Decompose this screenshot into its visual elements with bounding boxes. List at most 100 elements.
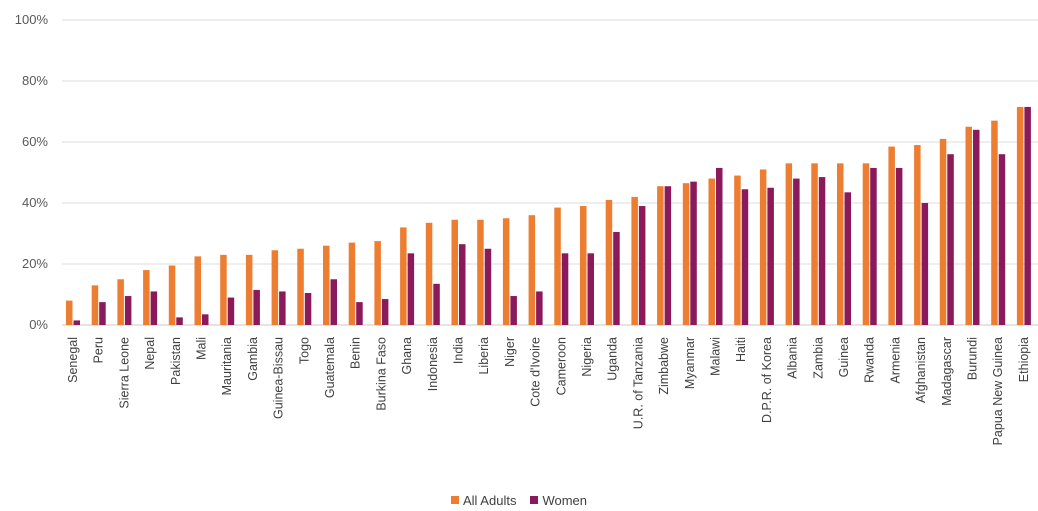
bar-women [767, 187, 774, 325]
bar-women [690, 181, 697, 325]
bar-all-adults [837, 163, 844, 325]
bar-women [407, 253, 415, 325]
legend-label-all-adults: All Adults [462, 492, 517, 508]
bar-women [716, 167, 723, 325]
x-tick-label: Albania [786, 337, 800, 379]
bar-all-adults [914, 145, 921, 325]
legend: All Adults Women [0, 490, 1038, 510]
bar-women [227, 297, 235, 325]
x-axis: Senegal Peru Sierra Leone Nepal Pakistan Mali… [66, 337, 1031, 445]
bar-all-adults [425, 222, 433, 325]
bar-women [998, 154, 1006, 325]
bar-women [844, 192, 851, 325]
bar-all-adults [862, 163, 870, 325]
bar-women [176, 317, 183, 325]
bar-women [73, 320, 80, 325]
bar-women [150, 291, 158, 325]
x-tick-label: Afghanistan [914, 337, 928, 403]
x-tick-label: Ghana [400, 337, 414, 375]
y-tick-label: 100% [15, 12, 49, 27]
bar-women [947, 154, 954, 325]
bar-all-adults [168, 265, 176, 325]
x-tick-label: Burkina Faso [374, 337, 388, 411]
bar-all-adults [631, 196, 638, 325]
x-tick-label: Cameroon [554, 337, 568, 395]
bar-all-adults [580, 206, 587, 325]
x-tick-label: Senegal [66, 337, 80, 383]
bar-all-adults [400, 227, 407, 325]
bar-women [202, 314, 209, 325]
x-tick-label: Pakistan [169, 337, 183, 385]
bar-women [99, 302, 106, 325]
bar-all-adults [297, 248, 304, 325]
bar-women [510, 296, 517, 325]
bar-all-adults [245, 254, 253, 325]
bar-women [304, 292, 312, 325]
bar-all-adults [734, 175, 741, 325]
bar-chart: 0% 20% 40% 60% 80% 100% Senegal Peru Sierra Leo… [15, 12, 1038, 445]
x-tick-label: Indonesia [426, 337, 440, 391]
bar-women [973, 129, 980, 325]
x-tick-label: Ethiopia [1017, 337, 1031, 382]
x-tick-label: Haiti [734, 337, 748, 362]
bar-women [1024, 106, 1031, 325]
bar-all-adults [348, 242, 356, 325]
bar-all-adults [220, 254, 227, 325]
bar-all-adults [451, 219, 458, 325]
bars [66, 106, 1031, 326]
bar-women [330, 279, 337, 325]
legend-swatch-all-adults [450, 496, 459, 504]
x-tick-label: Togo [297, 337, 311, 364]
bar-women [279, 291, 286, 325]
bar-all-adults [939, 138, 947, 325]
bar-all-adults [1016, 106, 1024, 325]
x-tick-label: Nigeria [580, 337, 594, 377]
bar-all-adults [477, 219, 484, 325]
x-tick-label: Uganda [606, 337, 620, 381]
x-tick-label: Myanmar [683, 337, 697, 389]
y-tick-label: 0% [29, 317, 48, 332]
y-tick-label: 60% [22, 134, 48, 149]
y-tick-label: 20% [22, 256, 48, 271]
x-tick-label: Mauritania [220, 337, 234, 395]
x-tick-label: Peru [92, 337, 106, 363]
bar-women [921, 203, 929, 325]
bar-all-adults [194, 256, 201, 325]
x-tick-label: Benin [349, 337, 363, 369]
bar-all-adults [91, 285, 99, 325]
x-tick-label: Papua New Guinea [991, 337, 1005, 445]
x-tick-label: Niger [503, 337, 517, 367]
bar-all-adults [708, 178, 715, 325]
x-tick-label: Gambia [246, 337, 260, 381]
bar-all-adults [143, 270, 150, 325]
bar-all-adults [117, 279, 124, 325]
bar-women [741, 189, 749, 325]
legend-item-women: Women [530, 493, 587, 508]
bar-women [459, 244, 466, 325]
bar-women [484, 248, 492, 325]
bar-all-adults [528, 215, 536, 325]
bar-women [793, 178, 800, 325]
bar-women [664, 186, 672, 325]
bar-women [253, 289, 260, 325]
bar-all-adults [605, 199, 613, 325]
y-tick-label: 80% [22, 73, 48, 88]
y-tick-label: 40% [22, 195, 48, 210]
x-tick-label: Mali [195, 337, 209, 360]
bar-all-adults [785, 163, 793, 325]
bar-all-adults [271, 250, 279, 325]
bar-all-adults [888, 146, 895, 325]
x-tick-label: U.R. of Tanzania [631, 337, 645, 429]
x-tick-label: Cote d'Ivoire [529, 337, 543, 407]
bar-women [433, 283, 440, 325]
bar-women [124, 296, 132, 325]
x-tick-label: Armenia [888, 337, 902, 384]
legend-swatch-women [530, 496, 539, 504]
x-tick-label: Liberia [477, 337, 491, 375]
x-tick-label: Rwanda [863, 337, 877, 383]
bar-women [870, 167, 877, 325]
bar-all-adults [965, 126, 972, 325]
bar-women [587, 253, 594, 325]
bar-all-adults [682, 183, 690, 325]
bar-all-adults [991, 120, 998, 326]
